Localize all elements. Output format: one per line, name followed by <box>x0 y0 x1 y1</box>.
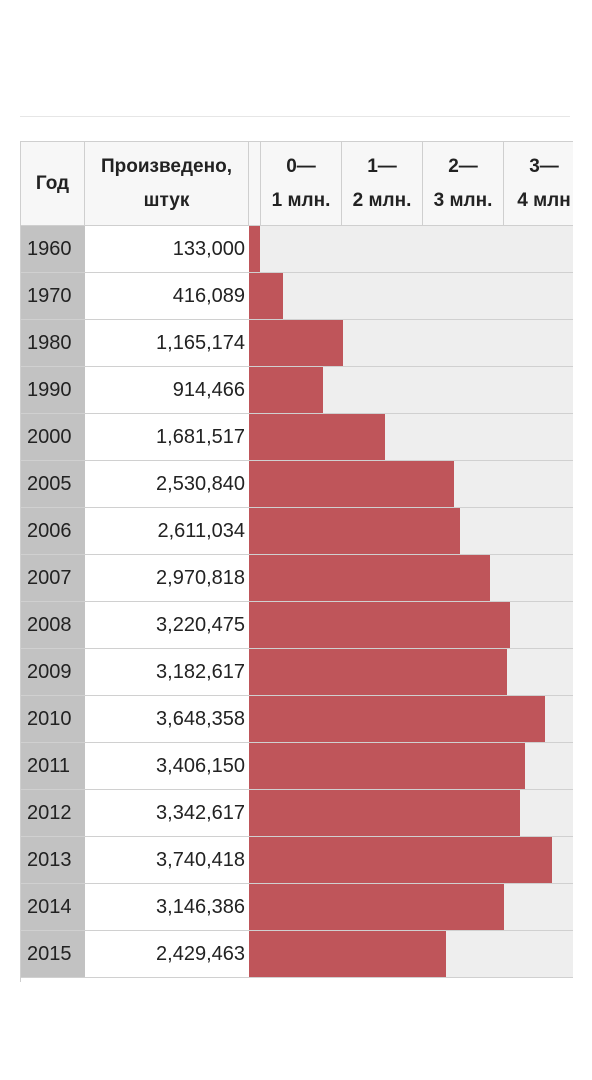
table-row: 2011 3,406,150 <box>21 743 573 790</box>
table-row: 2014 3,146,386 <box>21 884 573 931</box>
table-row: 2013 3,740,418 <box>21 837 573 884</box>
bar-track <box>249 931 573 977</box>
produced-value-cell: 2,970,818 <box>85 555 249 601</box>
bar-track <box>249 461 573 507</box>
table-row: 1970 416,089 <box>21 273 573 320</box>
bar-1960 <box>249 226 260 272</box>
bar-2005 <box>249 461 454 507</box>
scale-header-top: 0— <box>286 155 316 177</box>
bar-2013 <box>249 837 552 883</box>
bar-1980 <box>249 320 343 366</box>
table-row: 2007 2,970,818 <box>21 555 573 602</box>
produced-value-cell: 3,406,150 <box>85 743 249 789</box>
produced-value-cell: 2,530,840 <box>85 461 249 507</box>
bar-track <box>249 414 573 460</box>
bar-2010 <box>249 696 545 742</box>
produced-value-cell: 1,165,174 <box>85 320 249 366</box>
table-row: 2006 2,611,034 <box>21 508 573 555</box>
scale-header-top: 2— <box>448 155 478 177</box>
top-divider <box>20 116 570 117</box>
produced-value-cell: 3,220,475 <box>85 602 249 648</box>
production-table: Год Произведено, штук 0— 1 млн. 1— 2 млн. 2—… <box>20 141 573 982</box>
produced-value-cell: 3,182,617 <box>85 649 249 695</box>
header-produced: Произведено, штук <box>85 142 249 226</box>
table-row: 2005 2,530,840 <box>21 461 573 508</box>
year-cell: 1970 <box>21 273 85 319</box>
header-year: Год <box>21 142 85 226</box>
bar-1990 <box>249 367 323 413</box>
table-row: 2008 3,220,475 <box>21 602 573 649</box>
year-cell: 1960 <box>21 226 85 272</box>
bar-2009 <box>249 649 507 695</box>
produced-value-cell: 2,429,463 <box>85 931 249 977</box>
scale-header-3: 3— 4 млн <box>504 142 573 226</box>
scale-header-2: 2— 3 млн. <box>423 142 504 226</box>
table-row: 2010 3,648,358 <box>21 696 573 743</box>
year-cell: 2008 <box>21 602 85 648</box>
bar-track <box>249 367 573 413</box>
produced-value-cell: 3,146,386 <box>85 884 249 930</box>
year-cell: 2015 <box>21 931 85 977</box>
bar-2015 <box>249 931 446 977</box>
year-cell: 2000 <box>21 414 85 460</box>
produced-value-cell: 1,681,517 <box>85 414 249 460</box>
year-cell: 2011 <box>21 743 85 789</box>
produced-value-cell: 133,000 <box>85 226 249 272</box>
scale-header-bottom: 3 млн. <box>433 189 493 211</box>
scale-header-top: 1— <box>367 155 397 177</box>
produced-value-cell: 416,089 <box>85 273 249 319</box>
bar-1970 <box>249 273 283 319</box>
table-row: 1990 914,466 <box>21 367 573 414</box>
bar-track <box>249 508 573 554</box>
year-cell: 2010 <box>21 696 85 742</box>
table-row: 2009 3,182,617 <box>21 649 573 696</box>
scale-header-top: 3— <box>529 155 559 177</box>
bar-2012 <box>249 790 520 836</box>
year-cell: 2006 <box>21 508 85 554</box>
bar-2000 <box>249 414 385 460</box>
bar-track <box>249 837 573 883</box>
year-cell: 1980 <box>21 320 85 366</box>
scale-header-1: 1— 2 млн. <box>342 142 423 226</box>
bar-track <box>249 320 573 366</box>
year-cell: 2014 <box>21 884 85 930</box>
bar-2011 <box>249 743 525 789</box>
bar-track <box>249 743 573 789</box>
produced-value-cell: 914,466 <box>85 367 249 413</box>
bar-track <box>249 226 573 272</box>
scale-header-bottom: 4 млн <box>517 189 571 211</box>
bar-track <box>249 555 573 601</box>
bar-track <box>249 649 573 695</box>
produced-value-cell: 2,611,034 <box>85 508 249 554</box>
table-row: 2015 2,429,463 <box>21 931 573 978</box>
table-row: 2012 3,342,617 <box>21 790 573 837</box>
produced-value-cell: 3,648,358 <box>85 696 249 742</box>
header-produced-line1: Произведено, <box>101 155 232 177</box>
bar-track <box>249 273 573 319</box>
header-produced-line2: штук <box>143 189 190 211</box>
produced-value-cell: 3,740,418 <box>85 837 249 883</box>
bar-track <box>249 602 573 648</box>
year-cell: 2005 <box>21 461 85 507</box>
table-row: 1960 133,000 <box>21 226 573 273</box>
bar-2006 <box>249 508 460 554</box>
year-cell: 2012 <box>21 790 85 836</box>
scale-header-bottom: 2 млн. <box>352 189 412 211</box>
scale-header-0: 0— 1 млн. <box>261 142 342 226</box>
bar-2008 <box>249 602 510 648</box>
bar-2007 <box>249 555 490 601</box>
header-gap <box>249 142 261 226</box>
year-cell: 2013 <box>21 837 85 883</box>
bar-track <box>249 696 573 742</box>
scale-header-bottom: 1 млн. <box>271 189 331 211</box>
year-cell: 2007 <box>21 555 85 601</box>
bar-track <box>249 790 573 836</box>
produced-value-cell: 3,342,617 <box>85 790 249 836</box>
bar-2014 <box>249 884 504 930</box>
year-cell: 1990 <box>21 367 85 413</box>
bar-track <box>249 884 573 930</box>
year-cell: 2009 <box>21 649 85 695</box>
table-row: 2000 1,681,517 <box>21 414 573 461</box>
table-row: 1980 1,165,174 <box>21 320 573 367</box>
